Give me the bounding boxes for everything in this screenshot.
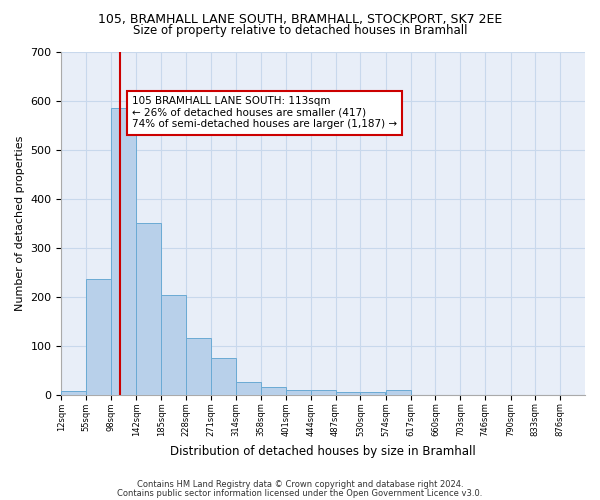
Bar — [386, 390, 410, 394]
Text: Contains HM Land Registry data © Crown copyright and database right 2024.: Contains HM Land Registry data © Crown c… — [137, 480, 463, 489]
X-axis label: Distribution of detached houses by size in Bramhall: Distribution of detached houses by size … — [170, 444, 476, 458]
Text: Size of property relative to detached houses in Bramhall: Size of property relative to detached ho… — [133, 24, 467, 37]
Bar — [186, 338, 211, 394]
Text: Contains public sector information licensed under the Open Government Licence v3: Contains public sector information licen… — [118, 489, 482, 498]
Bar — [161, 295, 186, 394]
Bar — [311, 390, 335, 394]
Bar — [211, 358, 236, 395]
Bar — [236, 382, 260, 394]
Text: 105 BRAMHALL LANE SOUTH: 113sqm
← 26% of detached houses are smaller (417)
74% o: 105 BRAMHALL LANE SOUTH: 113sqm ← 26% of… — [132, 96, 397, 130]
Bar — [111, 108, 136, 395]
Bar — [136, 223, 161, 394]
Bar — [335, 392, 361, 394]
Text: 105, BRAMHALL LANE SOUTH, BRAMHALL, STOCKPORT, SK7 2EE: 105, BRAMHALL LANE SOUTH, BRAMHALL, STOC… — [98, 12, 502, 26]
Bar — [361, 392, 385, 394]
Bar — [286, 390, 311, 394]
Bar — [261, 387, 286, 394]
Y-axis label: Number of detached properties: Number of detached properties — [15, 136, 25, 310]
Bar — [61, 390, 86, 394]
Bar — [86, 280, 111, 394]
